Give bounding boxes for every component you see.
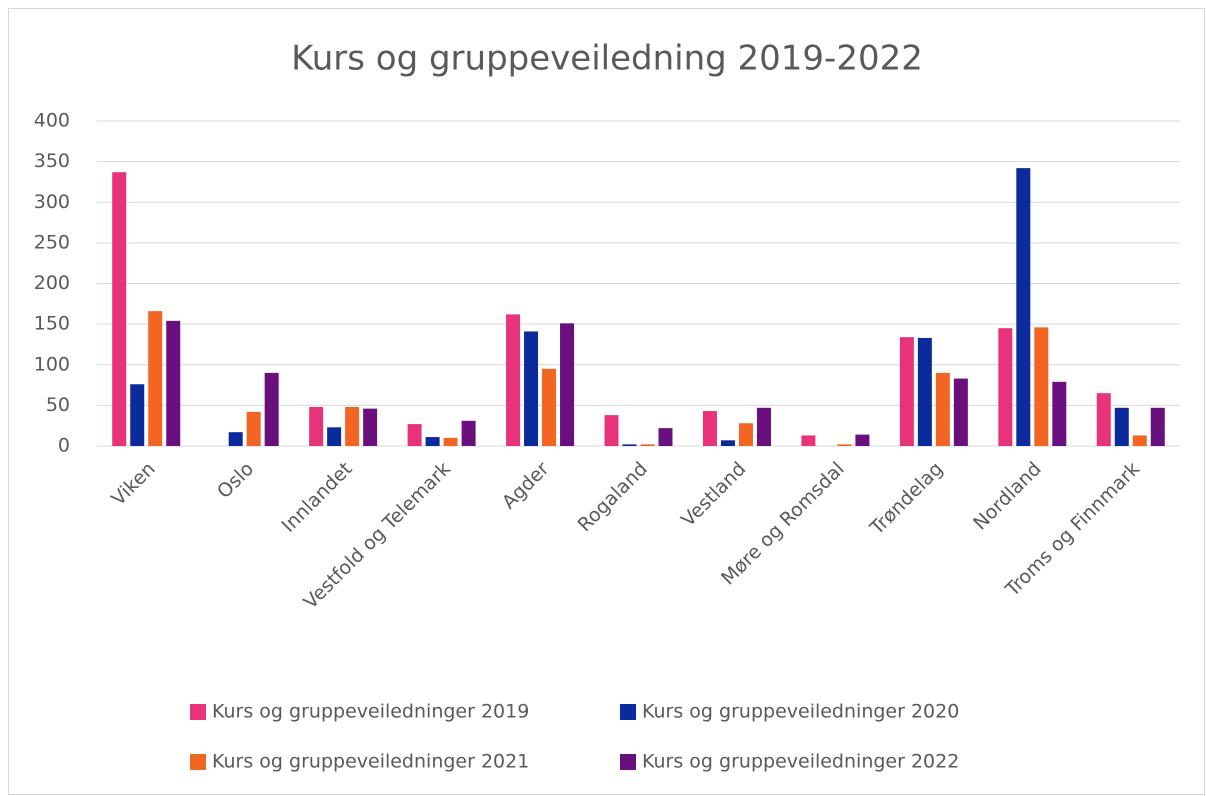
bar [443,437,458,446]
bar [264,372,279,446]
legend-swatch [620,754,636,770]
bar [524,331,539,446]
bar [1096,393,1111,446]
bar [738,423,753,446]
bar [542,368,557,446]
bar [363,408,378,446]
bar [1150,407,1165,446]
bar [855,434,870,446]
bar [309,407,324,446]
bar [604,415,619,446]
bar [506,314,521,446]
bar [622,444,637,446]
bar [953,378,968,446]
y-tick-label: 400 [34,110,70,132]
bar [801,435,816,446]
y-tick-label: 150 [34,313,70,335]
legend-label: Kurs og gruppeveiledninger 2019 [212,701,529,723]
legend-label: Kurs og gruppeveiledninger 2020 [642,701,959,723]
bar [1016,168,1031,446]
legend-label: Kurs og gruppeveiledninger 2021 [212,751,529,773]
bar [1052,381,1067,446]
bar [407,424,422,446]
bar [246,411,261,446]
y-tick-label: 250 [34,231,70,253]
bar [935,372,950,446]
bar [112,172,127,446]
y-tick-label: 50 [46,394,70,416]
bar [130,384,145,446]
legend-swatch [620,704,636,720]
bar [327,427,342,446]
legend-swatch [190,754,206,770]
bar [720,440,735,446]
bar [756,407,771,446]
y-tick-label: 100 [34,353,70,375]
bar [702,411,717,446]
bar [560,323,575,446]
bar [899,337,914,446]
legend-label: Kurs og gruppeveiledninger 2022 [642,751,959,773]
bar [166,320,181,446]
bar [917,337,932,446]
bar [658,428,673,446]
y-tick-label: 200 [34,272,70,294]
bar [640,444,655,446]
chart-title: Kurs og gruppeveiledning 2019-2022 [291,39,923,79]
bar [425,437,440,446]
y-tick-label: 300 [34,191,70,213]
bar [1034,327,1049,446]
legend-swatch [190,704,206,720]
y-tick-label: 350 [34,150,70,172]
y-tick-label: 0 [58,435,70,457]
bar [837,444,852,446]
bar [1114,407,1129,446]
bar [228,432,243,446]
bar [461,420,476,446]
bar [998,328,1013,446]
bar [1132,435,1147,446]
bar [345,407,360,446]
bar [148,311,163,446]
